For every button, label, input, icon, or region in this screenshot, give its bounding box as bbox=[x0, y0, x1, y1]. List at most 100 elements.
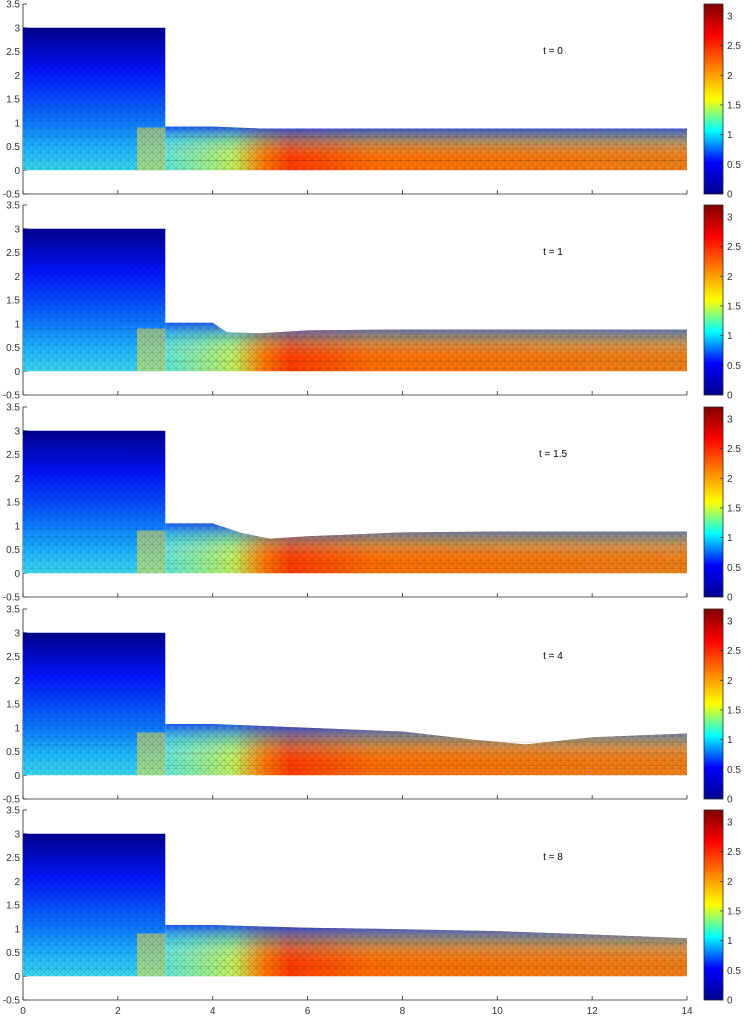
y-tick-label: 0.5 bbox=[6, 142, 20, 153]
y-tick-label: 2 bbox=[14, 474, 20, 485]
y-tick-label: 2 bbox=[14, 877, 20, 888]
colorbar-tick-label: 2 bbox=[727, 877, 733, 888]
colorbar bbox=[703, 204, 724, 396]
colorbar-tick-label: 3 bbox=[727, 616, 733, 627]
colorbar-tick-label: 0.5 bbox=[727, 160, 741, 171]
colorbar-tick-label: 2 bbox=[727, 676, 733, 687]
y-tick-label: -0.5 bbox=[3, 190, 21, 201]
colorbar-tick-label: 3 bbox=[727, 11, 733, 22]
y-tick-label: 3 bbox=[14, 426, 20, 437]
panel-4: -0.5 0 0.5 1 1.5 2 2.5 3 3.5 t = 4 0 0.5 1 1.5 2 2.5 3 bbox=[3, 605, 742, 806]
y-tick-label: 3 bbox=[14, 829, 20, 840]
colorbar-tick-label: 3 bbox=[727, 414, 733, 425]
x-tick-label: 10 bbox=[492, 1006, 504, 1017]
x-tick-label: 8 bbox=[400, 1006, 406, 1017]
colorbar-tick-label: 1.5 bbox=[727, 301, 741, 312]
reservoir-mesh bbox=[23, 27, 166, 171]
x-tick-label: 4 bbox=[210, 1006, 216, 1017]
colorbar bbox=[703, 3, 724, 195]
colorbar-tick-label: 1 bbox=[727, 533, 733, 544]
y-tick-label: 1.5 bbox=[6, 498, 20, 509]
reservoir-mesh bbox=[23, 833, 166, 977]
colorbar-tick-label: 1 bbox=[727, 936, 733, 947]
panel-1: -0.5 0 0.5 1 1.5 2 2.5 3 3.5 t = 0 0 0.5 1 1.5 2 2.5 3 bbox=[3, 0, 742, 201]
y-tick-label: 1 bbox=[14, 118, 20, 129]
y-tick-label: 2.5 bbox=[6, 248, 20, 259]
colorbar-tick-label: 2.5 bbox=[727, 41, 741, 52]
time-annotation: t = 1 bbox=[543, 247, 563, 258]
y-tick-label: 0 bbox=[14, 367, 20, 378]
colorbar-tick-label: 0.5 bbox=[727, 765, 741, 776]
y-tick-label: 3 bbox=[14, 628, 20, 639]
colorbar-tick-label: 0 bbox=[727, 391, 733, 402]
channel-mesh bbox=[165, 723, 688, 776]
colorbar bbox=[703, 809, 724, 1001]
colorbar-tick-label: 1 bbox=[727, 331, 733, 342]
colorbar-tick-label: 0 bbox=[727, 593, 733, 604]
colorbar-tick-label: 2.5 bbox=[727, 646, 741, 657]
channel-mesh bbox=[165, 924, 688, 977]
y-tick-label: 0.5 bbox=[6, 948, 20, 959]
y-tick-label: -0.5 bbox=[3, 996, 21, 1007]
reservoir-mesh bbox=[23, 632, 166, 776]
colorbar bbox=[703, 406, 724, 598]
colorbar-tick-label: 1.5 bbox=[727, 705, 741, 716]
panel-2: -0.5 0 0.5 1 1.5 2 2.5 3 3.5 t = 1 0 0.5 1 1.5 2 2.5 3 bbox=[3, 201, 742, 402]
y-tick-label: 1.5 bbox=[6, 296, 20, 307]
time-annotation: t = 8 bbox=[543, 852, 563, 863]
colorbar bbox=[703, 608, 724, 800]
y-tick-label: 2 bbox=[14, 272, 20, 283]
y-tick-label: 1 bbox=[14, 319, 20, 330]
colorbar-tick-label: 1.5 bbox=[727, 906, 741, 917]
colorbar-tick-label: 0.5 bbox=[727, 563, 741, 574]
colorbar-tick-label: 2.5 bbox=[727, 847, 741, 858]
colorbar-tick-label: 0 bbox=[727, 996, 733, 1007]
colorbar-tick-label: 2 bbox=[727, 474, 733, 485]
colorbar-tick-label: 2.5 bbox=[727, 242, 741, 253]
y-tick-label: 1 bbox=[14, 924, 20, 935]
y-tick-label: 3 bbox=[14, 224, 20, 235]
x-tick-label: 14 bbox=[681, 1006, 693, 1017]
time-annotation: t = 1.5 bbox=[539, 449, 568, 460]
y-tick-label: 1.5 bbox=[6, 901, 20, 912]
y-tick-label: 0 bbox=[14, 569, 20, 580]
colorbar-tick-label: 2 bbox=[727, 272, 733, 283]
y-tick-label: 1.5 bbox=[6, 95, 20, 106]
colorbar-tick-label: 2.5 bbox=[727, 444, 741, 455]
y-tick-label: 1.5 bbox=[6, 700, 20, 711]
colorbar-tick-label: 0 bbox=[727, 795, 733, 806]
time-annotation: t = 0 bbox=[543, 46, 563, 57]
colorbar-tick-label: 3 bbox=[727, 817, 733, 828]
y-tick-label: 1 bbox=[14, 723, 20, 734]
y-tick-label: 0.5 bbox=[6, 747, 20, 758]
y-tick-label: 3.5 bbox=[6, 605, 20, 616]
colorbar-tick-label: 2 bbox=[727, 71, 733, 82]
y-tick-label: 3.5 bbox=[6, 403, 20, 414]
colorbar-tick-label: 1.5 bbox=[727, 503, 741, 514]
reservoir-mesh bbox=[23, 430, 166, 574]
colorbar-tick-label: 0 bbox=[727, 190, 733, 201]
y-tick-label: 0 bbox=[14, 771, 20, 782]
y-tick-label: 0 bbox=[14, 166, 20, 177]
y-tick-label: 1 bbox=[14, 521, 20, 532]
y-tick-label: -0.5 bbox=[3, 795, 21, 806]
colorbar-tick-label: 1 bbox=[727, 130, 733, 141]
colorbar-tick-label: 3 bbox=[727, 212, 733, 223]
y-tick-label: -0.5 bbox=[3, 391, 21, 402]
x-tick-label: 2 bbox=[115, 1006, 121, 1017]
x-tick-label: 0 bbox=[20, 1006, 26, 1017]
y-tick-label: 0.5 bbox=[6, 343, 20, 354]
reservoir-mesh bbox=[23, 228, 166, 372]
colorbar-tick-label: 1 bbox=[727, 735, 733, 746]
y-tick-label: 0 bbox=[14, 972, 20, 983]
time-annotation: t = 4 bbox=[543, 651, 563, 662]
y-tick-label: 2 bbox=[14, 676, 20, 687]
panel-5: -0.500.511.522.533.50 2 4 6 8 10 12 14t = 800.5… bbox=[3, 806, 742, 1017]
y-tick-label: 2 bbox=[14, 71, 20, 82]
y-tick-label: 2.5 bbox=[6, 652, 20, 663]
channel-mesh bbox=[165, 523, 688, 574]
colorbar-tick-label: 1.5 bbox=[727, 100, 741, 111]
panel-3: -0.5 0 0.5 1 1.5 2 2.5 3 3.5 t = 1.5 0 0.5 1 1.5 2 2.5 3 bbox=[3, 403, 742, 604]
y-tick-label: 3.5 bbox=[6, 806, 20, 817]
